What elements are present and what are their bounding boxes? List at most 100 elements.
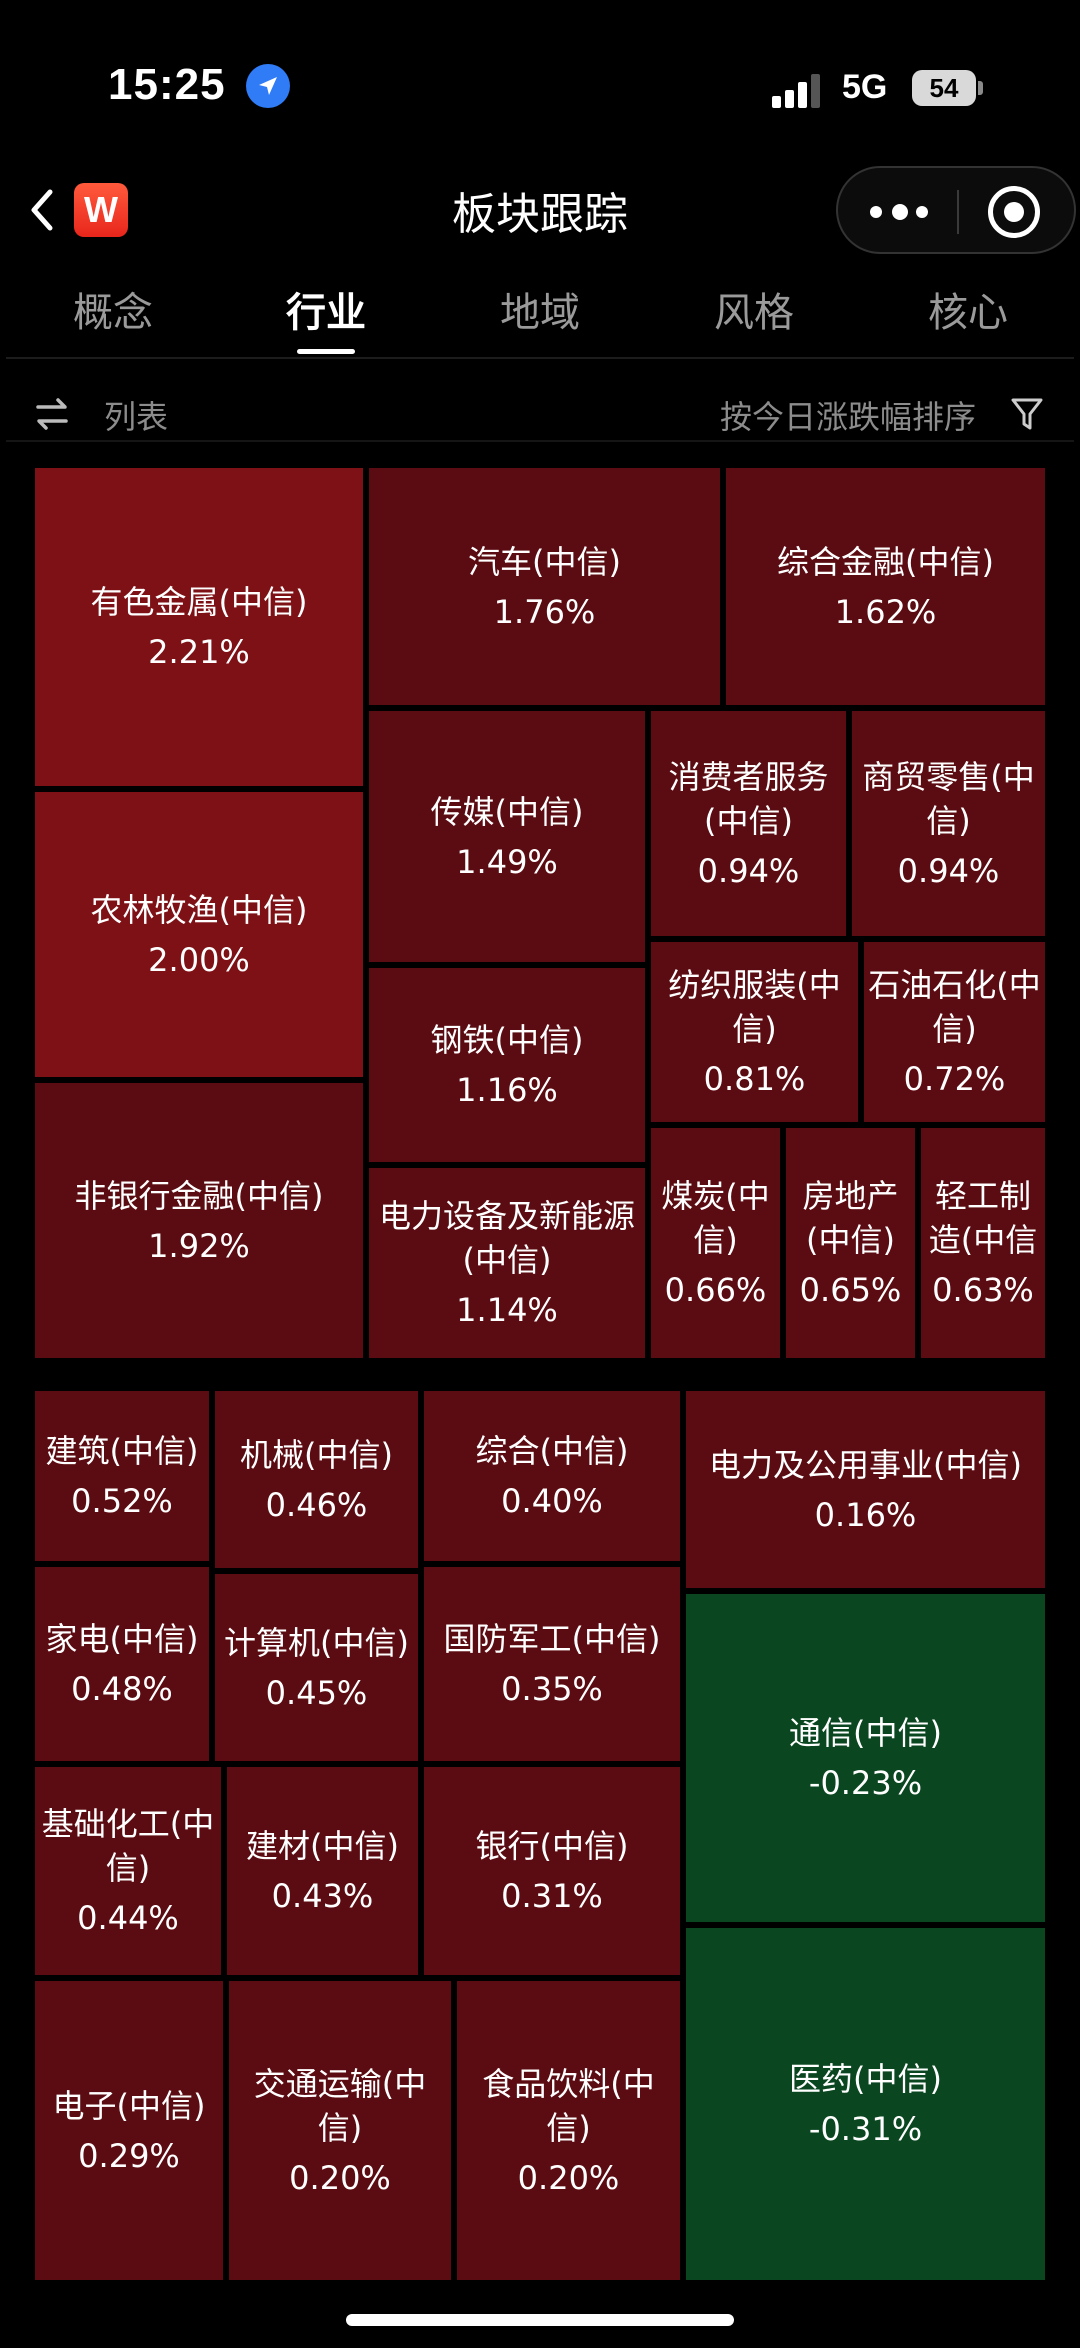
sector-tile[interactable]: 传媒(中信) 1.49% [366,708,648,965]
sector-tile[interactable]: 煤炭(中信) 0.66% [648,1125,783,1361]
sector-tile[interactable]: 医药(中信) -0.31% [683,1925,1048,2283]
divider [6,357,1074,359]
sector-change: 0.31% [501,1877,603,1915]
sector-name: 综合(中信) [475,1432,629,1470]
sector-tile[interactable]: 计算机(中信) 0.45% [212,1571,421,1764]
sector-change: 0.63% [932,1271,1034,1309]
sector-name: 石油石化(中信) [868,966,1041,1048]
sector-name: 基础化工(中信) [41,1805,215,1887]
tab-bar: 概念 行业 地域 风格 核心 [0,280,1080,360]
battery-icon: 54 [912,70,976,106]
sort-label[interactable]: 按今日涨跌幅排序 [719,398,976,436]
sector-change: 2.00% [148,940,250,979]
sector-change: 0.45% [265,1673,368,1712]
list-toggle[interactable]: 列表 [104,398,169,436]
sector-name: 机械(中信) [240,1435,393,1474]
miniprogram-capsule [836,166,1076,254]
sector-change: 0.29% [78,2136,180,2175]
tab-style[interactable]: 风格 [714,290,794,336]
sector-name: 建材(中信) [246,1827,399,1865]
back-chevron-icon[interactable] [22,182,62,238]
sector-change: 0.16% [814,1495,917,1534]
sector-name: 纺织服装(中信) [668,966,841,1048]
sector-name: 消费者服务(中信) [668,757,829,840]
sector-change: 1.92% [148,1226,250,1265]
sector-tile[interactable]: 电子(中信) 0.29% [32,1978,226,2283]
sector-tile[interactable]: 电力设备及新能源(中信) 1.14% [366,1165,648,1361]
sector-name: 商贸零售(中信) [862,757,1035,840]
sector-tile[interactable]: 通信(中信) -0.23% [683,1591,1048,1925]
sector-name: 交通运输(中信) [253,2064,427,2147]
tab-core[interactable]: 核心 [928,290,1008,336]
app-logo-icon: W [74,183,128,237]
more-dots-icon[interactable] [870,198,930,226]
sector-tile[interactable]: 轻工制造(中信 0.63% [918,1125,1048,1361]
sector-name: 电力设备及新能源(中信) [378,1197,635,1279]
sector-name: 汽车(中信) [468,542,621,581]
sector-tile[interactable]: 房地产(中信) 0.65% [783,1125,918,1361]
active-tab-underline [297,349,355,354]
sector-name: 家电(中信) [45,1620,199,1658]
location-arrow-icon [246,64,290,108]
sector-tile[interactable]: 建材(中信) 0.43% [224,1764,421,1978]
sector-change: 0.48% [71,1670,173,1708]
sector-tile[interactable]: 钢铁(中信) 1.16% [366,965,648,1165]
sector-tile[interactable]: 国防军工(中信) 0.35% [421,1564,683,1764]
sector-tile[interactable]: 基础化工(中信) 0.44% [32,1764,224,1978]
sector-change: 0.40% [501,1482,603,1520]
sector-tile[interactable]: 交通运输(中信) 0.20% [226,1978,454,2283]
sector-name: 银行(中信) [475,1827,629,1865]
sector-tile[interactable]: 纺织服装(中信) 0.81% [648,939,861,1125]
sector-tile[interactable]: 有色金属(中信) 2.21% [32,465,366,789]
sector-name: 煤炭(中信) [661,1177,770,1259]
sector-name: 电子(中信) [52,2086,206,2125]
sector-tile[interactable]: 银行(中信) 0.31% [421,1764,683,1978]
sector-change: 0.94% [897,851,1000,890]
sector-tile[interactable]: 综合金融(中信) 1.62% [723,465,1048,708]
sector-change: -0.23% [808,1764,923,1802]
signal-icon [772,74,826,108]
divider [6,440,1074,442]
sector-change: 1.62% [834,592,937,631]
close-target-icon[interactable] [988,186,1040,238]
sector-tile[interactable]: 电力及公用事业(中信) 0.16% [683,1388,1048,1591]
sector-change: 0.20% [289,2158,391,2197]
tab-concept[interactable]: 概念 [73,290,153,336]
sector-name: 通信(中信) [789,1714,942,1752]
sector-change: 0.72% [903,1060,1006,1098]
page-title: 板块跟踪 [452,189,628,240]
sector-tile[interactable]: 机械(中信) 0.46% [212,1388,421,1571]
sector-name: 钢铁(中信) [430,1021,584,1059]
sector-tile[interactable]: 汽车(中信) 1.76% [366,465,723,708]
filter-funnel-icon[interactable] [1010,396,1044,432]
sector-name: 轻工制造(中信 [928,1177,1038,1259]
sector-tile[interactable]: 石油石化(中信) 0.72% [861,939,1048,1125]
sector-tile[interactable]: 商贸零售(中信) 0.94% [849,708,1048,939]
home-indicator [346,2314,734,2326]
tab-region[interactable]: 地域 [500,290,580,336]
sector-change: 0.52% [71,1482,173,1520]
status-bar: 15:25 5G 54 [0,0,1080,150]
sector-name: 农林牧渔(中信) [90,890,308,929]
sector-change: 1.16% [456,1071,558,1109]
sector-name: 综合金融(中信) [777,542,994,581]
sector-change: 0.65% [799,1271,902,1309]
sector-tile[interactable]: 消费者服务(中信) 0.94% [648,708,849,939]
sector-change: 0.81% [703,1060,806,1098]
sector-tile[interactable]: 非银行金融(中信) 1.92% [32,1080,366,1361]
sector-change: 1.14% [456,1291,558,1329]
tab-industry[interactable]: 行业 [286,290,366,336]
swap-arrows-icon[interactable] [34,396,70,432]
sector-change: -0.31% [808,2110,923,2148]
sector-tile[interactable]: 农林牧渔(中信) 2.00% [32,789,366,1080]
sector-tile[interactable]: 综合(中信) 0.40% [421,1388,683,1564]
network-type: 5G [842,68,888,106]
sector-tile[interactable]: 食品饮料(中信) 0.20% [454,1978,683,2283]
capsule-divider [957,190,959,234]
sector-name: 医药(中信) [789,2060,942,2098]
sector-change: 0.94% [697,851,800,890]
sector-tile[interactable]: 家电(中信) 0.48% [32,1564,212,1764]
sector-change: 0.46% [265,1485,368,1524]
sector-tile[interactable]: 建筑(中信) 0.52% [32,1388,212,1564]
status-time: 15:25 [108,60,226,109]
